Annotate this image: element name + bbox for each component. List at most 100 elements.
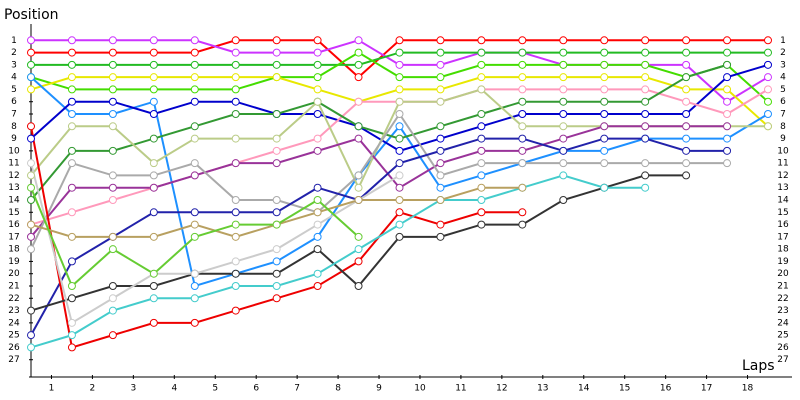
point (436, 97, 445, 106)
point (682, 60, 691, 69)
point (723, 134, 732, 143)
point (231, 97, 240, 106)
point (272, 208, 281, 217)
point (231, 306, 240, 315)
point (149, 183, 158, 192)
x-tick-label: 8 (335, 384, 341, 394)
point (272, 196, 281, 204)
point (354, 48, 363, 57)
y-tick-label: 9 (11, 134, 17, 144)
point (272, 73, 281, 82)
point (313, 146, 322, 155)
point (682, 122, 691, 131)
point (682, 73, 691, 82)
point (477, 220, 486, 229)
point (395, 208, 404, 217)
y-tick-label: 10 (8, 146, 20, 156)
point (395, 97, 404, 106)
point (559, 196, 568, 204)
point (313, 282, 322, 290)
point (682, 110, 691, 118)
point (108, 85, 117, 94)
point (272, 134, 281, 143)
point (600, 97, 609, 106)
point (149, 294, 158, 303)
point (354, 232, 363, 241)
point (27, 60, 35, 69)
point (600, 48, 609, 57)
point (231, 208, 240, 217)
series-line (30, 162, 401, 325)
point (477, 196, 486, 204)
point (27, 196, 35, 204)
point (231, 159, 240, 168)
point (108, 97, 117, 106)
point (231, 134, 240, 143)
point (559, 85, 568, 94)
point (436, 159, 445, 168)
point (354, 245, 363, 254)
x-tick-label: 7 (294, 384, 300, 394)
point (231, 36, 240, 45)
point (600, 183, 609, 192)
point (108, 294, 117, 303)
y-tick-label-right: 3 (780, 60, 786, 70)
point (518, 85, 527, 94)
point (190, 36, 199, 45)
point (764, 48, 772, 57)
point (149, 208, 158, 217)
point (149, 134, 158, 143)
point (477, 60, 486, 69)
point (108, 36, 117, 45)
series-line (30, 125, 728, 238)
x-tick-label: 10 (414, 384, 426, 394)
point (149, 269, 158, 278)
point (27, 85, 35, 94)
point (149, 85, 158, 94)
y-tick-label-right: 6 (780, 97, 786, 107)
point (190, 97, 199, 106)
y-tick-label-right: 1 (780, 36, 786, 46)
point (641, 110, 650, 118)
x-tick-label: 11 (455, 384, 466, 394)
point (190, 73, 199, 82)
point (518, 220, 527, 229)
y-tick-label: 8 (11, 122, 17, 132)
point (600, 146, 609, 155)
x-tick-label: 1 (49, 384, 55, 394)
x-tick-label: 4 (171, 384, 177, 394)
point (395, 60, 404, 69)
point (723, 110, 732, 118)
y-tick-label-right: 21 (777, 282, 788, 292)
point (149, 73, 158, 82)
point (723, 48, 732, 57)
point (67, 36, 76, 45)
point (641, 36, 650, 45)
point (641, 73, 650, 82)
point (559, 48, 568, 57)
point (272, 159, 281, 168)
point (723, 60, 732, 69)
point (354, 122, 363, 131)
point (354, 36, 363, 45)
series-line (30, 76, 769, 288)
point (477, 146, 486, 155)
point (436, 196, 445, 204)
point (395, 134, 404, 143)
point (518, 146, 527, 155)
point (395, 232, 404, 241)
y-tick-label: 27 (8, 355, 19, 365)
point (272, 282, 281, 290)
y-tick-label-right: 19 (777, 257, 789, 267)
point (27, 48, 35, 57)
series-line (30, 137, 728, 336)
point (149, 318, 158, 327)
point (395, 159, 404, 168)
point (600, 60, 609, 69)
point (518, 183, 527, 192)
point (190, 48, 199, 57)
point (272, 257, 281, 266)
point (231, 110, 240, 118)
point (313, 73, 322, 82)
y-tick-label-right: 13 (777, 183, 788, 193)
